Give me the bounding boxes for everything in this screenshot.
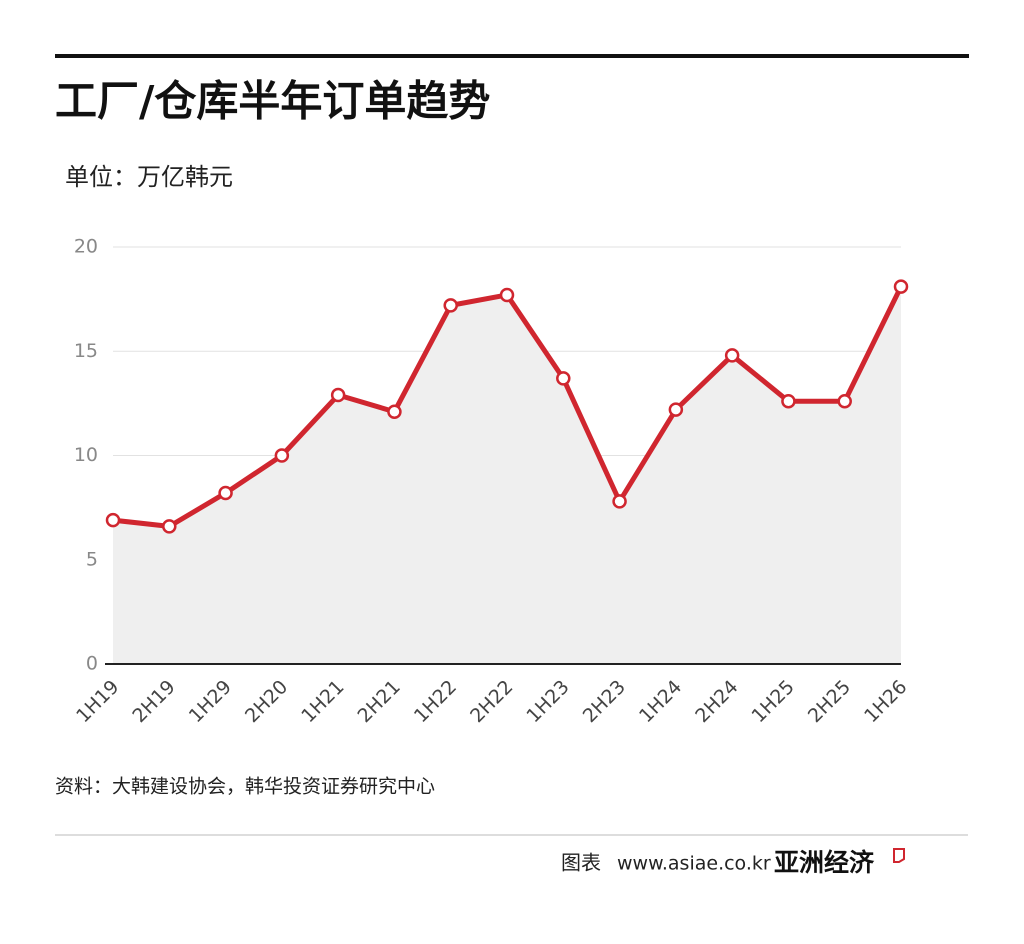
x-tick-label: 1H22 bbox=[410, 676, 461, 727]
x-tick-label: 2H19 bbox=[128, 676, 179, 727]
x-tick-label: 1H19 bbox=[72, 676, 123, 727]
point bbox=[556, 371, 571, 386]
point bbox=[724, 348, 740, 363]
point bbox=[162, 519, 177, 534]
point bbox=[668, 402, 684, 417]
area bbox=[113, 286, 901, 664]
point bbox=[330, 387, 346, 403]
point bbox=[443, 298, 458, 313]
source: 资料：大韩建设协会，韩华投资证券研究中心 bbox=[55, 776, 435, 798]
x-tick-label: 2H20 bbox=[241, 676, 292, 727]
x-tick-label: 2H25 bbox=[804, 676, 855, 727]
top-rule bbox=[55, 54, 969, 58]
x-tick-label: 1H24 bbox=[635, 676, 686, 727]
point bbox=[781, 394, 796, 409]
x-tick-label: 1H25 bbox=[748, 676, 799, 727]
point bbox=[893, 279, 909, 294]
point bbox=[612, 494, 627, 509]
x-tick-label: 2H23 bbox=[579, 676, 630, 727]
y-tick-label: 5 bbox=[86, 548, 98, 570]
point bbox=[105, 512, 121, 528]
point bbox=[387, 404, 402, 419]
y-tick-label: 10 bbox=[74, 444, 98, 466]
point bbox=[218, 485, 233, 501]
x-tick-label: 1H23 bbox=[522, 676, 573, 727]
x-tick-label: 1H21 bbox=[297, 676, 348, 727]
x-tick-label: 2H22 bbox=[466, 676, 517, 727]
footer-url: www.asiae.co.kr bbox=[617, 853, 771, 875]
x-tick-label: 1H26 bbox=[860, 676, 911, 727]
x-tick-label: 2H21 bbox=[354, 676, 405, 727]
point bbox=[274, 448, 290, 463]
unit-label: 单位：万亿韩元 bbox=[65, 163, 233, 191]
chart-title: 工厂/仓库半年订单趋势 bbox=[55, 77, 490, 126]
point bbox=[837, 394, 852, 409]
brand-icon bbox=[893, 848, 905, 863]
point bbox=[499, 287, 515, 303]
y-tick-label: 15 bbox=[74, 340, 98, 362]
x-tick-label: 1H29 bbox=[185, 676, 236, 727]
y-tick-label: 20 bbox=[74, 236, 98, 258]
footer-label: 图表 bbox=[561, 851, 601, 875]
x-tick-label: 2H24 bbox=[691, 676, 742, 727]
y-tick-label: 0 bbox=[86, 653, 98, 675]
footer-brand: 亚洲经济 bbox=[774, 848, 875, 877]
